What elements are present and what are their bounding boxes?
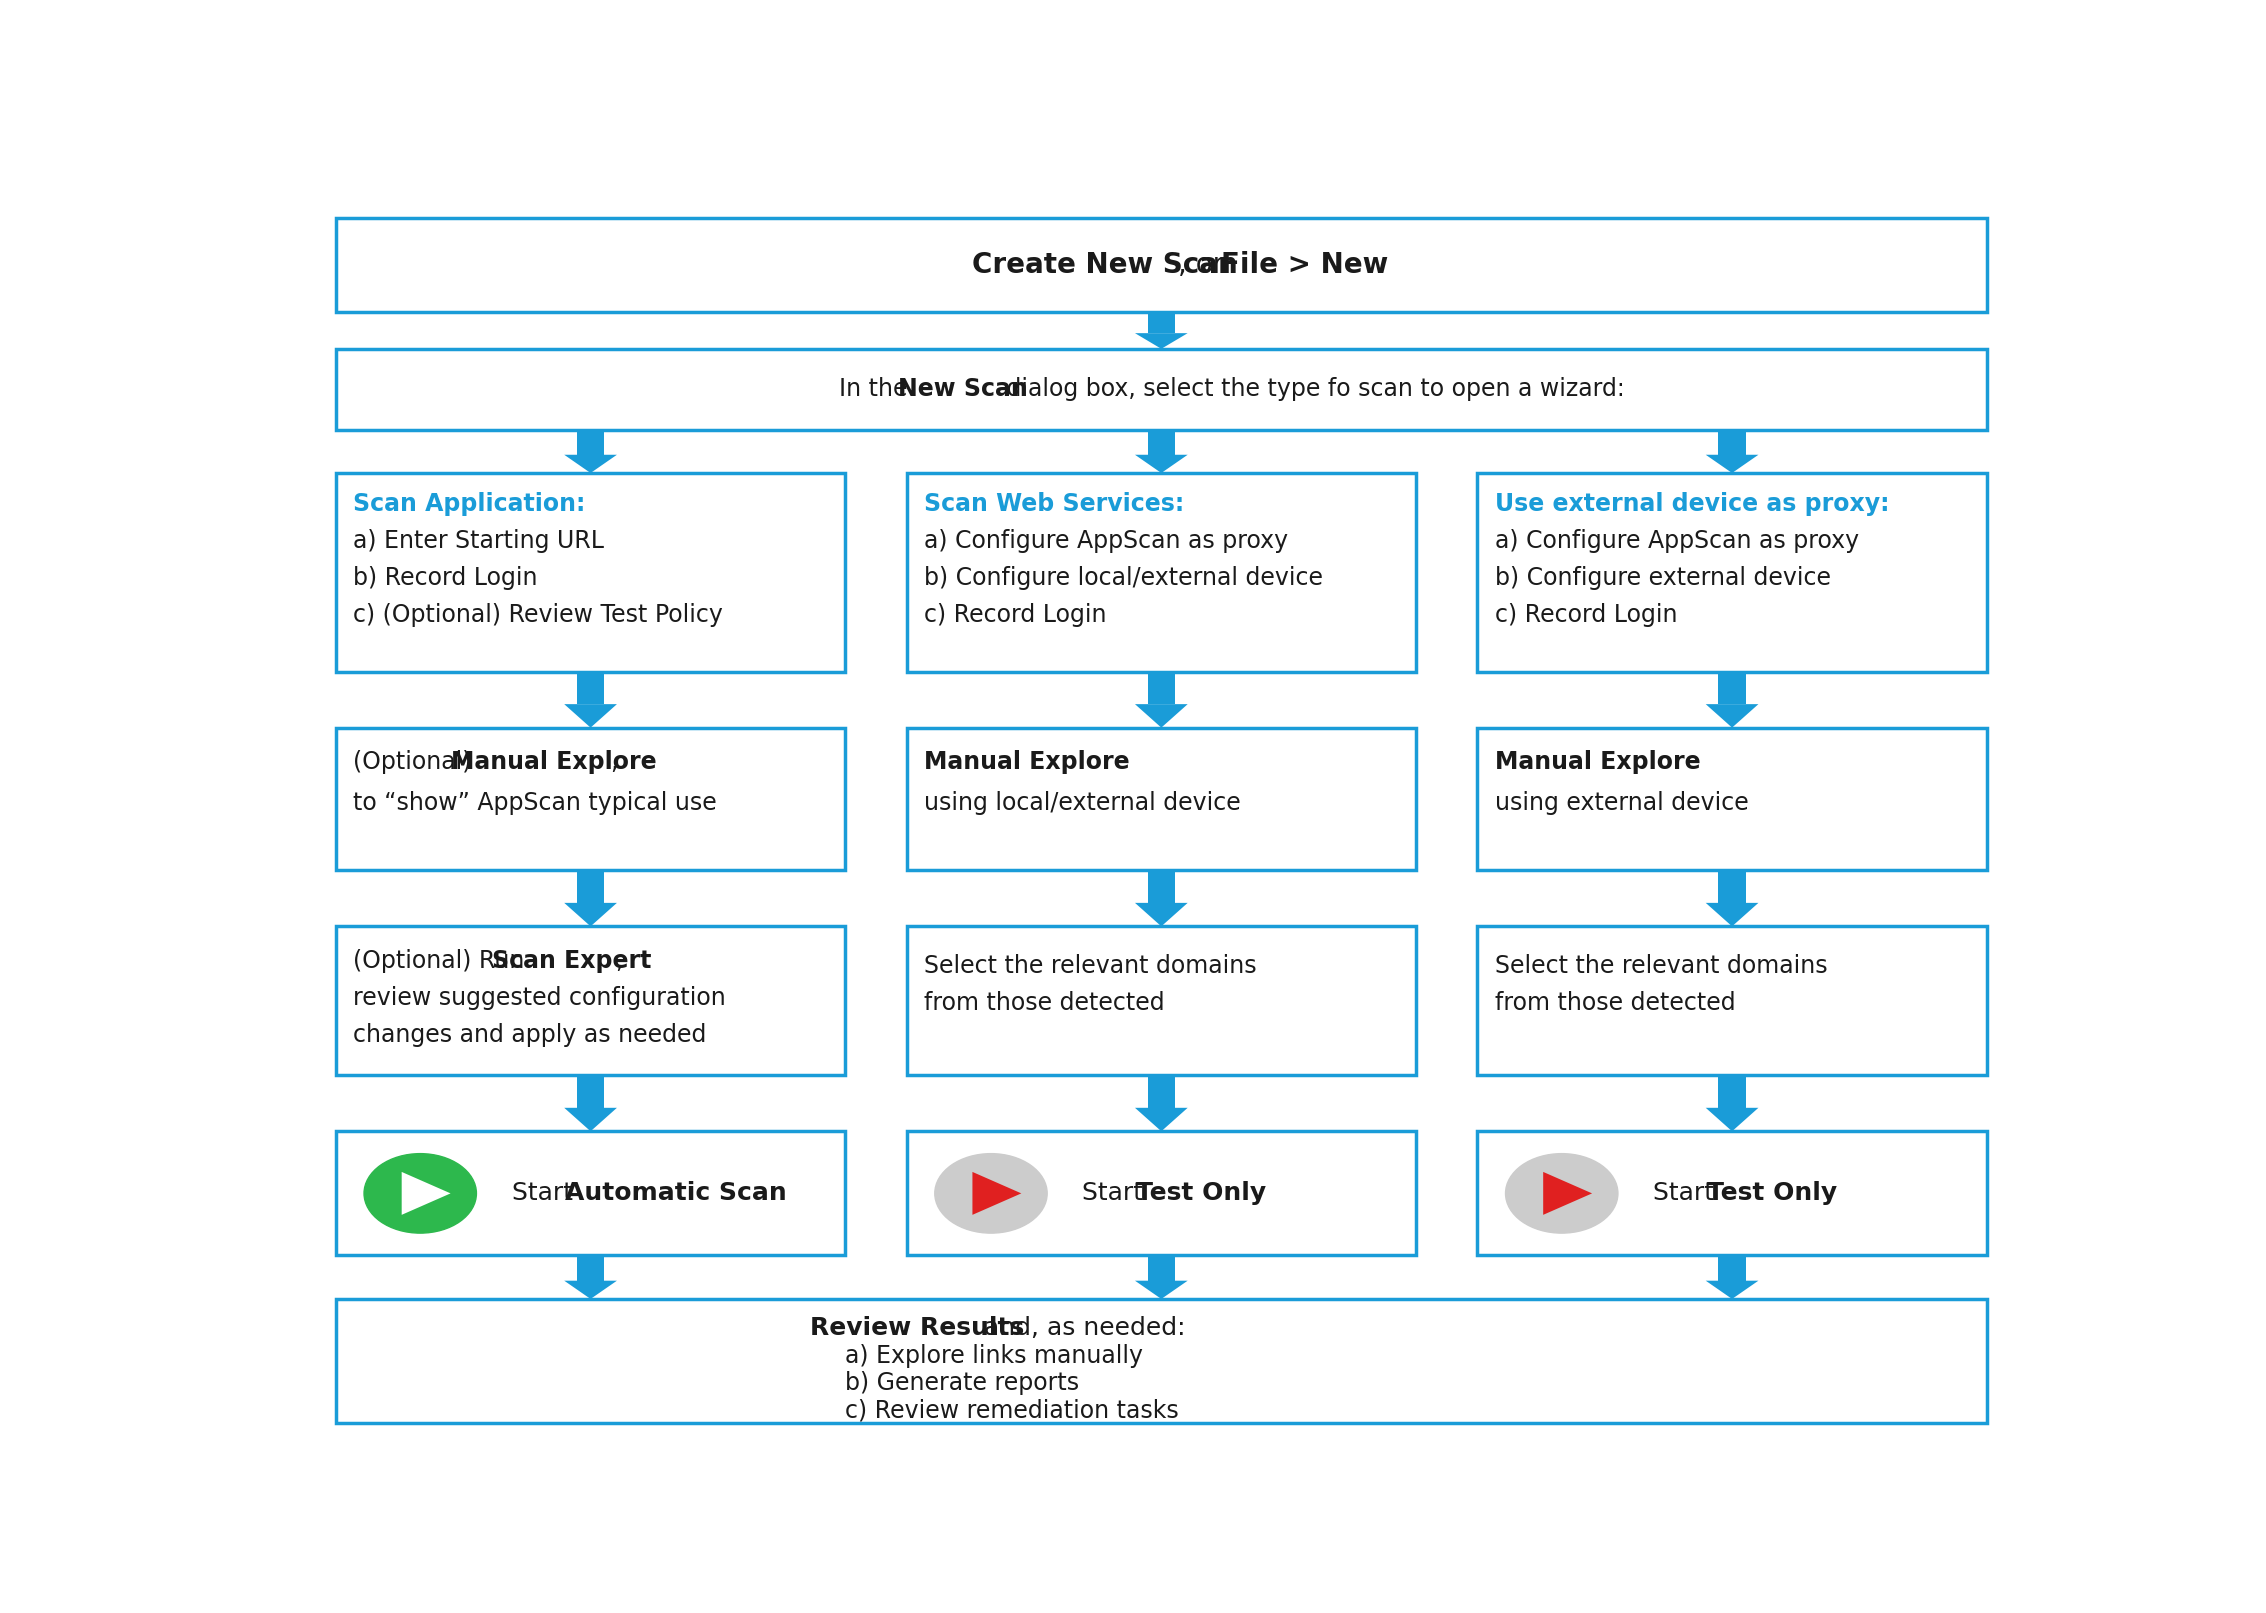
Polygon shape bbox=[1135, 705, 1187, 727]
Text: from those detected: from those detected bbox=[1496, 990, 1736, 1015]
FancyBboxPatch shape bbox=[1477, 1131, 1987, 1255]
Text: b) Generate reports: b) Generate reports bbox=[845, 1371, 1079, 1395]
Polygon shape bbox=[564, 1108, 616, 1131]
Text: Manual Explore: Manual Explore bbox=[451, 750, 657, 774]
Text: a) Configure AppScan as proxy: a) Configure AppScan as proxy bbox=[1496, 529, 1858, 553]
Text: changes and apply as needed: changes and apply as needed bbox=[353, 1023, 707, 1047]
Polygon shape bbox=[1706, 1108, 1758, 1131]
Text: c) Record Login: c) Record Login bbox=[1496, 603, 1677, 627]
Polygon shape bbox=[1135, 455, 1187, 473]
Text: , or: , or bbox=[1178, 252, 1233, 279]
Text: ,: , bbox=[616, 948, 623, 973]
Text: Start: Start bbox=[1083, 1181, 1151, 1205]
Text: and, as needed:: and, as needed: bbox=[977, 1316, 1185, 1340]
FancyBboxPatch shape bbox=[1147, 871, 1176, 903]
Text: from those detected: from those detected bbox=[925, 990, 1165, 1015]
Text: Scan Web Services:: Scan Web Services: bbox=[925, 492, 1185, 516]
Text: review suggested configuration: review suggested configuration bbox=[353, 986, 725, 1010]
FancyBboxPatch shape bbox=[335, 1298, 1987, 1423]
Text: a) Configure AppScan as proxy: a) Configure AppScan as proxy bbox=[925, 529, 1289, 553]
Polygon shape bbox=[1135, 334, 1187, 348]
Polygon shape bbox=[1135, 1281, 1187, 1298]
FancyBboxPatch shape bbox=[1718, 429, 1745, 455]
Text: c) (Optional) Review Test Policy: c) (Optional) Review Test Policy bbox=[353, 603, 723, 627]
FancyBboxPatch shape bbox=[578, 1076, 605, 1108]
Polygon shape bbox=[1135, 903, 1187, 926]
Polygon shape bbox=[564, 705, 616, 727]
Text: ,: , bbox=[610, 750, 619, 774]
Text: b) Configure local/external device: b) Configure local/external device bbox=[925, 566, 1323, 590]
FancyBboxPatch shape bbox=[1477, 727, 1987, 871]
FancyBboxPatch shape bbox=[1147, 1076, 1176, 1108]
Text: Select the relevant domains: Select the relevant domains bbox=[925, 953, 1258, 977]
Text: Scan Expert: Scan Expert bbox=[492, 948, 653, 973]
Polygon shape bbox=[1706, 903, 1758, 926]
Polygon shape bbox=[564, 1281, 616, 1298]
Text: Test Only: Test Only bbox=[1706, 1181, 1838, 1205]
Text: Start: Start bbox=[1654, 1181, 1722, 1205]
Text: Manual Explore: Manual Explore bbox=[1496, 750, 1700, 774]
FancyBboxPatch shape bbox=[1147, 429, 1176, 455]
Text: Test Only: Test Only bbox=[1135, 1181, 1267, 1205]
FancyBboxPatch shape bbox=[906, 727, 1416, 871]
FancyBboxPatch shape bbox=[1477, 473, 1987, 671]
FancyBboxPatch shape bbox=[906, 926, 1416, 1076]
FancyBboxPatch shape bbox=[1718, 671, 1745, 705]
Polygon shape bbox=[1135, 1108, 1187, 1131]
Text: Create New Scan: Create New Scan bbox=[972, 252, 1237, 279]
Text: Start: Start bbox=[512, 1181, 580, 1205]
FancyBboxPatch shape bbox=[578, 429, 605, 455]
Text: c) Review remediation tasks: c) Review remediation tasks bbox=[845, 1398, 1178, 1423]
FancyBboxPatch shape bbox=[335, 1131, 845, 1255]
Polygon shape bbox=[1706, 455, 1758, 473]
FancyBboxPatch shape bbox=[335, 727, 845, 871]
Text: to “show” AppScan typical use: to “show” AppScan typical use bbox=[353, 790, 718, 815]
FancyBboxPatch shape bbox=[335, 473, 845, 671]
Text: In the: In the bbox=[838, 377, 915, 402]
Text: File > New: File > New bbox=[1221, 252, 1389, 279]
FancyBboxPatch shape bbox=[906, 1131, 1416, 1255]
Polygon shape bbox=[1543, 1173, 1593, 1215]
Polygon shape bbox=[564, 903, 616, 926]
Polygon shape bbox=[401, 1173, 451, 1215]
FancyBboxPatch shape bbox=[335, 218, 1987, 311]
Text: (Optional) Run: (Optional) Run bbox=[353, 948, 533, 973]
Circle shape bbox=[936, 1153, 1047, 1232]
Text: b) Record Login: b) Record Login bbox=[353, 566, 537, 590]
Text: c) Record Login: c) Record Login bbox=[925, 603, 1106, 627]
Circle shape bbox=[1505, 1153, 1618, 1232]
FancyBboxPatch shape bbox=[578, 871, 605, 903]
Polygon shape bbox=[1706, 705, 1758, 727]
Polygon shape bbox=[1706, 1281, 1758, 1298]
Text: a) Enter Starting URL: a) Enter Starting URL bbox=[353, 529, 605, 553]
Polygon shape bbox=[564, 455, 616, 473]
Text: Review Results: Review Results bbox=[811, 1316, 1024, 1340]
Text: Select the relevant domains: Select the relevant domains bbox=[1496, 953, 1829, 977]
Circle shape bbox=[365, 1153, 476, 1232]
Text: Scan Application:: Scan Application: bbox=[353, 492, 587, 516]
FancyBboxPatch shape bbox=[335, 348, 1987, 429]
FancyBboxPatch shape bbox=[1147, 1255, 1176, 1281]
Text: Automatic Scan: Automatic Scan bbox=[564, 1181, 786, 1205]
Text: Manual Explore: Manual Explore bbox=[925, 750, 1131, 774]
FancyBboxPatch shape bbox=[578, 1255, 605, 1281]
Text: a) Explore links manually: a) Explore links manually bbox=[845, 1344, 1144, 1368]
FancyBboxPatch shape bbox=[1718, 1076, 1745, 1108]
FancyBboxPatch shape bbox=[1147, 671, 1176, 705]
Text: Use external device as proxy:: Use external device as proxy: bbox=[1496, 492, 1890, 516]
FancyBboxPatch shape bbox=[1718, 871, 1745, 903]
FancyBboxPatch shape bbox=[906, 473, 1416, 671]
Text: dialog box, select the type fo scan to open a wizard:: dialog box, select the type fo scan to o… bbox=[999, 377, 1625, 402]
Text: using local/external device: using local/external device bbox=[925, 790, 1242, 815]
Text: (Optional): (Optional) bbox=[353, 750, 480, 774]
FancyBboxPatch shape bbox=[1718, 1255, 1745, 1281]
Text: using external device: using external device bbox=[1496, 790, 1749, 815]
Polygon shape bbox=[972, 1173, 1022, 1215]
FancyBboxPatch shape bbox=[1477, 926, 1987, 1076]
Text: New Scan: New Scan bbox=[897, 377, 1029, 402]
Text: b) Configure external device: b) Configure external device bbox=[1496, 566, 1831, 590]
FancyBboxPatch shape bbox=[335, 926, 845, 1076]
FancyBboxPatch shape bbox=[1147, 311, 1176, 334]
FancyBboxPatch shape bbox=[578, 671, 605, 705]
